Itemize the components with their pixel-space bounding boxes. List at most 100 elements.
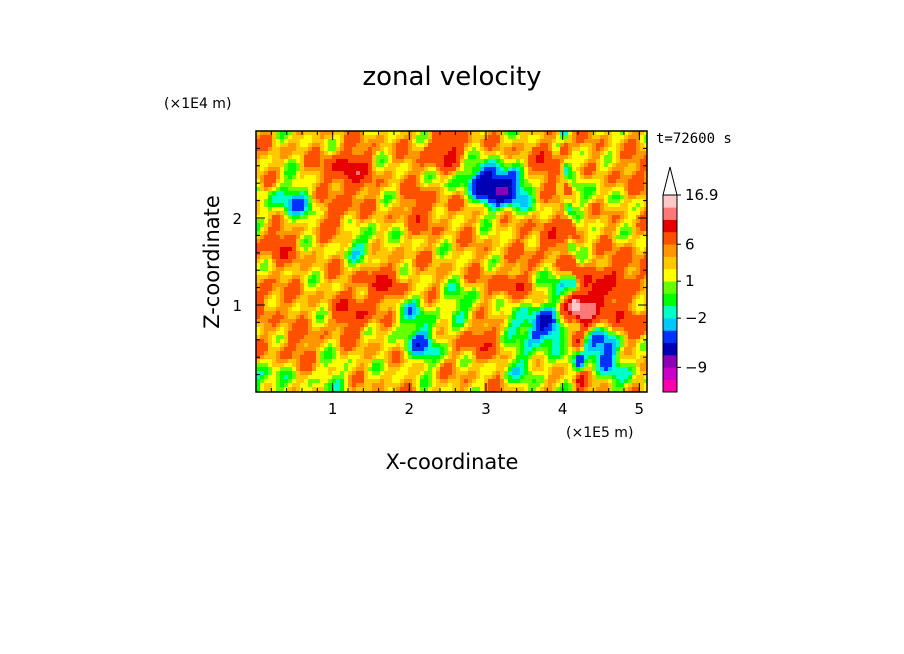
field-cell xyxy=(452,211,457,216)
field-cell xyxy=(404,231,409,236)
field-cell xyxy=(460,247,465,252)
field-cell xyxy=(544,239,549,244)
field-cell xyxy=(592,155,597,160)
field-cell xyxy=(416,247,421,252)
field-cell xyxy=(280,187,285,192)
field-cell xyxy=(460,207,465,212)
field-cell xyxy=(384,139,389,144)
field-cell xyxy=(260,231,265,236)
field-cell xyxy=(532,195,537,200)
field-cell xyxy=(296,139,301,144)
field-cell xyxy=(548,139,553,144)
field-cell xyxy=(404,319,409,324)
field-cell xyxy=(580,207,585,212)
field-cell xyxy=(496,159,501,164)
field-cell xyxy=(372,279,377,284)
field-cell xyxy=(612,207,617,212)
field-cell xyxy=(560,263,565,268)
field-cell xyxy=(356,135,361,140)
field-cell xyxy=(632,155,637,160)
field-cell xyxy=(644,283,647,288)
field-cell xyxy=(560,315,565,320)
field-cell xyxy=(316,323,321,328)
field-cell xyxy=(372,219,377,224)
field-cell xyxy=(484,211,489,216)
field-cell xyxy=(632,255,637,260)
field-cell xyxy=(516,175,521,180)
field-cell xyxy=(616,191,621,196)
field-cell xyxy=(464,135,469,140)
field-cell xyxy=(284,171,289,176)
field-cell xyxy=(412,235,417,240)
field-cell xyxy=(320,195,325,200)
field-cell xyxy=(296,307,301,312)
field-cell xyxy=(372,323,377,328)
field-cell xyxy=(452,283,457,288)
field-cell xyxy=(300,143,305,148)
field-cell xyxy=(512,159,517,164)
field-cell xyxy=(360,247,365,252)
field-cell xyxy=(448,311,453,316)
field-cell xyxy=(360,287,365,292)
field-cell xyxy=(628,219,633,224)
field-cell xyxy=(420,227,425,232)
field-cell xyxy=(532,131,537,136)
field-cell xyxy=(284,211,289,216)
field-cell xyxy=(556,143,561,148)
field-cell xyxy=(320,159,325,164)
field-cell xyxy=(264,135,269,140)
field-cell xyxy=(356,183,361,188)
field-cell xyxy=(280,147,285,152)
field-cell xyxy=(496,227,501,232)
field-cell xyxy=(288,239,293,244)
field-cell xyxy=(400,307,405,312)
field-cell xyxy=(496,155,501,160)
field-cell xyxy=(356,227,361,232)
field-cell xyxy=(308,247,313,252)
field-cell xyxy=(604,143,609,148)
field-cell xyxy=(524,271,529,276)
field-cell xyxy=(604,239,609,244)
field-cell xyxy=(352,327,357,332)
field-cell xyxy=(568,139,573,144)
field-cell xyxy=(280,131,285,136)
field-cell xyxy=(260,255,265,260)
field-cell xyxy=(588,219,593,224)
field-cell xyxy=(540,295,545,300)
field-cell xyxy=(316,227,321,232)
field-cell xyxy=(624,283,629,288)
field-cell xyxy=(548,227,553,232)
field-cell xyxy=(552,295,557,300)
field-cell xyxy=(320,299,325,304)
field-cell xyxy=(428,219,433,224)
field-cell xyxy=(508,291,513,296)
field-cell xyxy=(468,191,473,196)
field-cell xyxy=(532,311,537,316)
field-cell xyxy=(460,315,465,320)
field-cell xyxy=(500,211,505,216)
field-cell xyxy=(512,243,517,248)
field-cell xyxy=(616,207,621,212)
field-cell xyxy=(324,259,329,264)
field-cell xyxy=(468,291,473,296)
field-cell xyxy=(580,263,585,268)
field-cell xyxy=(596,255,601,260)
field-cell xyxy=(580,307,585,312)
field-cell xyxy=(600,291,605,296)
field-cell xyxy=(340,203,345,208)
field-cell xyxy=(628,299,633,304)
field-cell xyxy=(584,211,589,216)
field-cell xyxy=(624,323,629,328)
field-cell xyxy=(612,251,617,256)
field-cell xyxy=(524,227,529,232)
field-cell xyxy=(496,239,501,244)
field-cell xyxy=(500,179,505,184)
field-cell xyxy=(556,311,561,316)
field-cell xyxy=(380,303,385,308)
field-cell xyxy=(608,279,613,284)
field-cell xyxy=(340,263,345,268)
field-cell xyxy=(280,143,285,148)
field-cell xyxy=(580,291,585,296)
field-cell xyxy=(620,319,625,324)
